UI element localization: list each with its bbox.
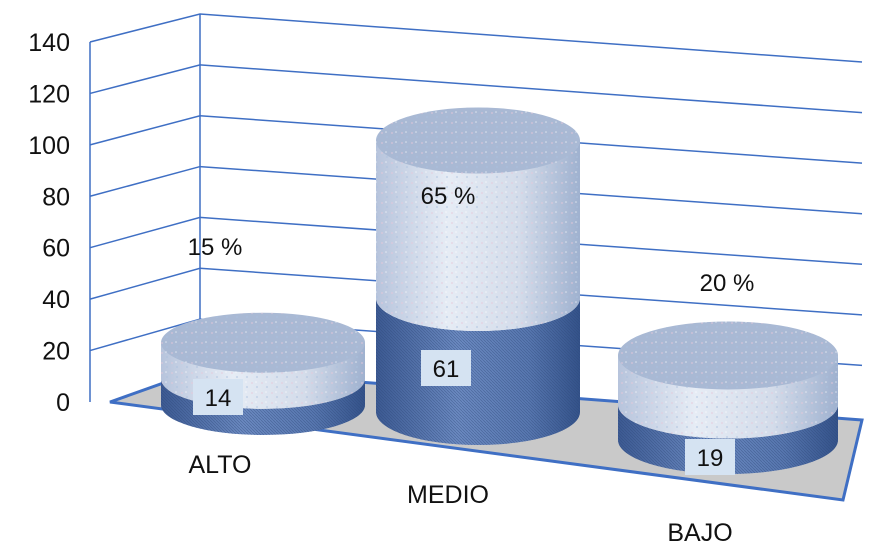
- y-tick-label: 0: [56, 389, 70, 417]
- bar-top-texture: [376, 107, 580, 174]
- value-label-text: 19: [697, 445, 724, 472]
- y-tick-label: 60: [42, 235, 70, 263]
- gridline: [89, 13, 863, 63]
- bar-alto: 15 % 14: [161, 234, 365, 435]
- value-label: 61: [421, 350, 471, 386]
- bar-upper-texture: [376, 140, 580, 331]
- bar-top-texture: [161, 312, 365, 373]
- y-axis-ticks: 0 20 40 60 80 100 120 140: [28, 29, 70, 417]
- grid-lines: [89, 13, 863, 402]
- y-tick-label: 100: [28, 132, 70, 160]
- category-labels: ALTO MEDIO BAJO: [189, 451, 733, 547]
- bar-lower-texture: [161, 378, 365, 435]
- category-label: BAJO: [667, 519, 732, 547]
- category-label: MEDIO: [407, 481, 489, 509]
- bar-top-texture: [618, 321, 838, 390]
- category-label: ALTO: [189, 451, 252, 479]
- percent-label: 65 %: [421, 183, 476, 210]
- y-tick-label: 20: [42, 338, 70, 366]
- bar-lower-texture: [376, 297, 580, 445]
- bar-bajo: 20 % 19: [618, 270, 838, 475]
- bar-medio: 65 % 61: [376, 107, 580, 445]
- gridline: [89, 64, 863, 114]
- value-label: 19: [685, 439, 735, 475]
- value-label-box: [685, 439, 735, 475]
- y-tick-label: 120: [28, 80, 70, 108]
- y-tick-label: 80: [42, 183, 70, 211]
- value-label-box: [421, 350, 471, 386]
- y-tick-label: 40: [42, 286, 70, 314]
- value-label: 14: [193, 379, 243, 415]
- cylinder-bars: 15 % 14 65 % 61 20 % 19: [161, 107, 838, 475]
- percent-label: 20 %: [700, 270, 755, 297]
- value-label-text: 61: [433, 356, 460, 383]
- y-tick-label: 140: [28, 29, 70, 57]
- value-label-box: [193, 379, 243, 415]
- percent-label: 15 %: [188, 234, 243, 261]
- value-label-text: 14: [205, 385, 232, 412]
